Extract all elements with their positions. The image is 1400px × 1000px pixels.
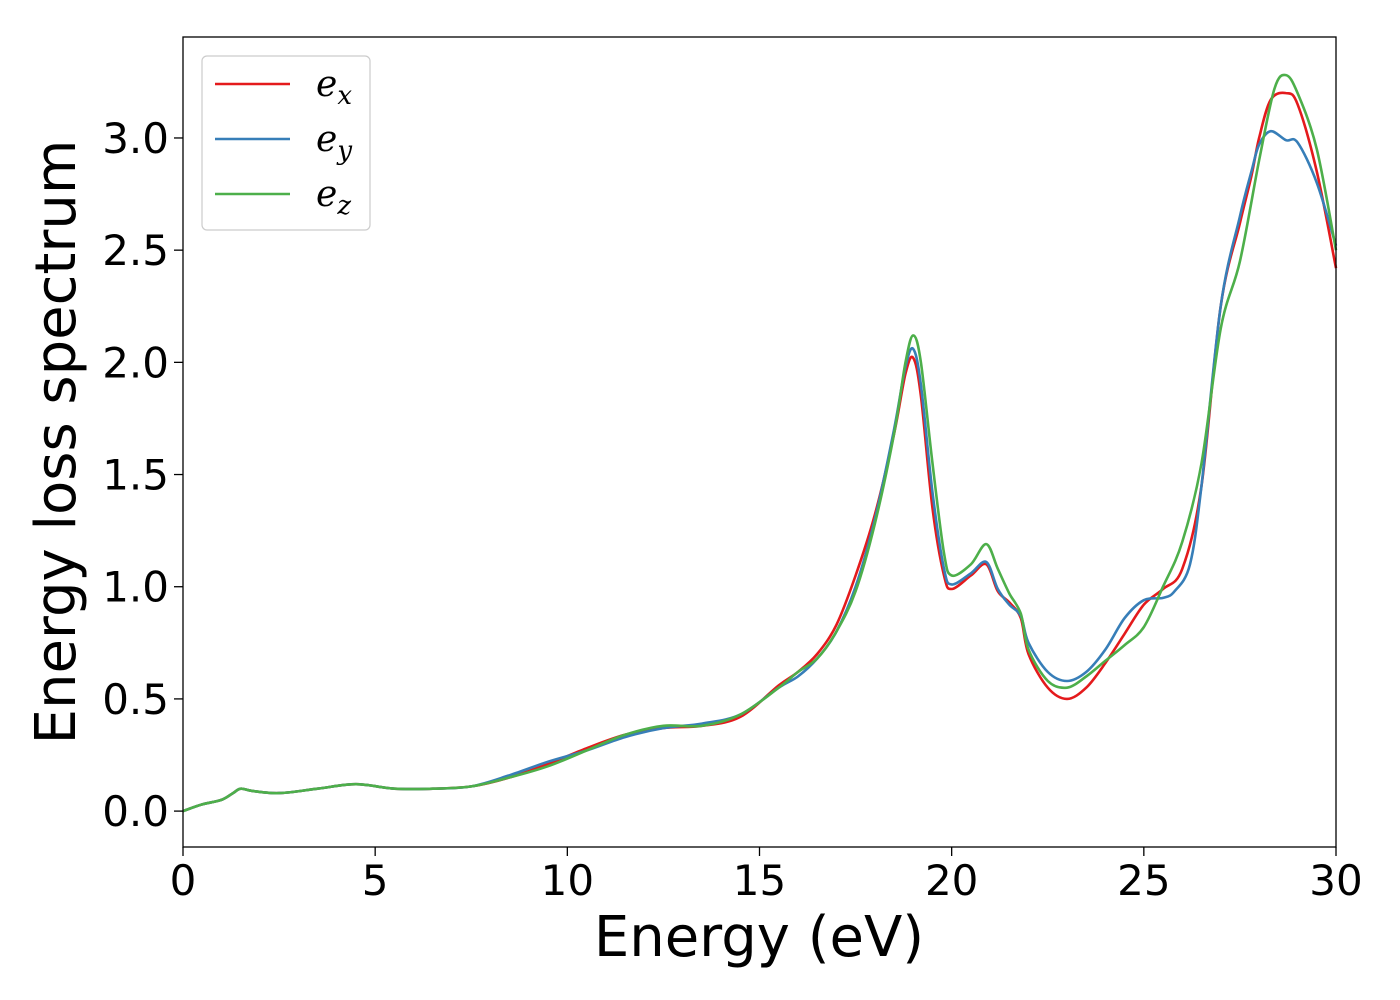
y-axis: 0.0 0.5 1.0 1.5 2.0 2.5 3.0 (102, 114, 183, 836)
y-tick-label: 1.5 (102, 451, 169, 500)
y-tick-label: 3.0 (102, 114, 169, 163)
series-line-z (182, 73, 1338, 813)
x-tick-label: 30 (1309, 856, 1362, 905)
x-axis: 0 5 10 15 20 25 30 (170, 847, 1363, 905)
x-tick-label: 10 (541, 856, 594, 905)
x-axis-title: Energy (eV) (594, 905, 924, 970)
y-tick-label: 2.0 (102, 338, 169, 387)
y-axis-title: Energy loss spectrum (24, 140, 89, 745)
x-tick-label: 0 (170, 856, 197, 905)
series-layer (182, 73, 1338, 813)
series-line-y (182, 129, 1338, 813)
x-tick-label: 25 (1117, 856, 1170, 905)
x-tick-label: 5 (362, 856, 389, 905)
x-tick-label: 20 (925, 856, 978, 905)
y-tick-label: 2.5 (102, 226, 169, 275)
legend-label-z: ez (316, 174, 351, 221)
y-tick-label: 0.0 (102, 787, 169, 836)
x-tick-label: 15 (733, 856, 786, 905)
y-tick-label: 0.5 (102, 675, 169, 724)
y-tick-label: 1.0 (102, 563, 169, 612)
legend-box (201, 55, 371, 231)
